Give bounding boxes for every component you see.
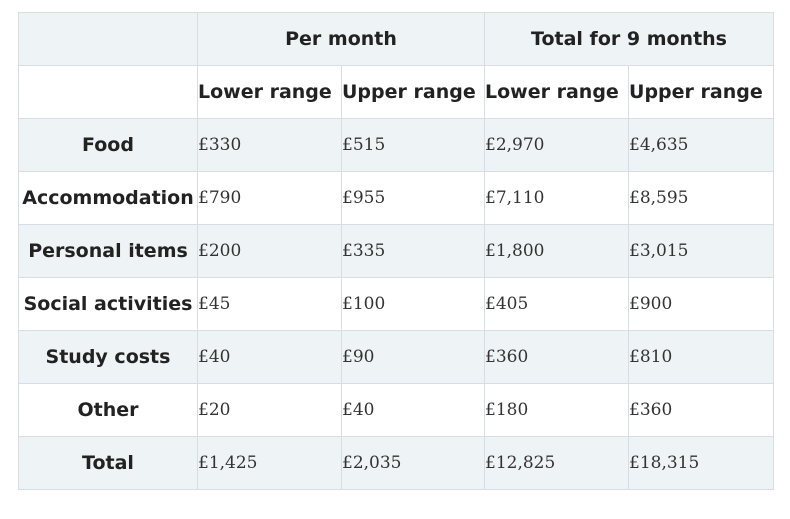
- table-cell: £3,015: [628, 224, 775, 278]
- row-label: Study costs: [18, 330, 198, 384]
- table-row: Social activities £45 £100 £405 £900: [18, 277, 775, 331]
- total-upper-range-header: Upper range: [628, 65, 775, 119]
- table-row: Food £330 £515 £2,970 £4,635: [18, 118, 775, 172]
- table-cell: £40: [340, 383, 486, 437]
- table-row: Other £20 £40 £180 £360: [18, 383, 775, 437]
- table-cell: £1,425: [197, 436, 342, 490]
- table-cell: £45: [197, 277, 342, 331]
- row-label: Other: [18, 383, 198, 437]
- table-row: Study costs £40 £90 £360 £810: [18, 330, 775, 384]
- table-row: Accommodation £790 £955 £7,110 £8,595: [18, 171, 775, 225]
- per-month-header: Per month: [196, 12, 486, 66]
- table-cell: £12,825: [484, 436, 630, 490]
- living-costs-table: Per month Total for 9 months Lower range…: [18, 12, 775, 490]
- table-cell: £8,595: [628, 171, 775, 225]
- table-cell: £515: [340, 118, 486, 172]
- table-cell: £360: [484, 330, 630, 384]
- group-header-row: Per month Total for 9 months: [18, 12, 775, 66]
- corner-cell: [18, 12, 198, 66]
- table-row: Personal items £200 £335 £1,800 £3,015: [18, 224, 775, 278]
- table-cell: £2,035: [340, 436, 486, 490]
- per-month-upper-range-header: Upper range: [340, 65, 486, 119]
- total-lower-range-header: Lower range: [484, 65, 630, 119]
- row-label: Total: [18, 436, 198, 490]
- table-cell: £4,635: [628, 118, 775, 172]
- table-cell: £40: [197, 330, 342, 384]
- row-label: Social activities: [18, 277, 198, 331]
- table-cell: £100: [340, 277, 486, 331]
- table-cell: £7,110: [484, 171, 630, 225]
- table-cell: £90: [340, 330, 486, 384]
- table-cell: £20: [197, 383, 342, 437]
- per-month-lower-range-header: Lower range: [197, 65, 342, 119]
- table-cell: £180: [484, 383, 630, 437]
- table-cell: £810: [628, 330, 775, 384]
- table-cell: £1,800: [484, 224, 630, 278]
- table-cell: £955: [340, 171, 486, 225]
- total-row: Total £1,425 £2,035 £12,825 £18,315: [18, 436, 775, 490]
- table-cell: £900: [628, 277, 775, 331]
- table-cell: £360: [628, 383, 775, 437]
- table-cell: £790: [197, 171, 342, 225]
- total-9-months-header: Total for 9 months: [484, 12, 775, 66]
- corner-cell: [18, 65, 198, 119]
- row-label: Personal items: [18, 224, 198, 278]
- table-cell: £405: [484, 277, 630, 331]
- table-cell: £2,970: [484, 118, 630, 172]
- table-cell: £18,315: [628, 436, 775, 490]
- table-cell: £330: [197, 118, 342, 172]
- row-label: Accommodation: [18, 171, 198, 225]
- table-cell: £335: [340, 224, 486, 278]
- sub-header-row: Lower range Upper range Lower range Uppe…: [18, 65, 775, 119]
- row-label: Food: [18, 118, 198, 172]
- table-cell: £200: [197, 224, 342, 278]
